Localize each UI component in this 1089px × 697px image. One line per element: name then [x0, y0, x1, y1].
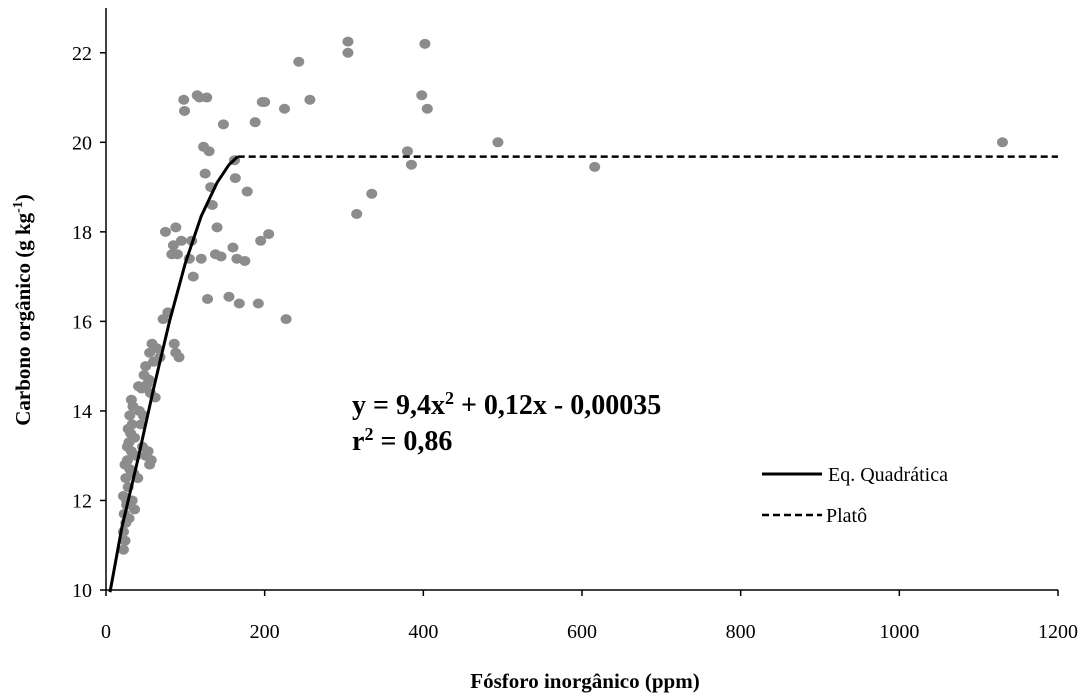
data-point: [421, 103, 433, 114]
data-point: [140, 361, 152, 372]
data-point: [123, 513, 135, 524]
data-point: [160, 226, 171, 237]
data-point: [201, 92, 213, 103]
x-axis-title: Fósforo inorgânico (ppm): [470, 669, 699, 693]
legend: Eq. Quadrática Platô: [762, 464, 948, 527]
data-point: [175, 235, 187, 246]
x-tick-label: 200: [250, 621, 280, 643]
y-tick-label: 22: [72, 43, 92, 65]
y-tick-label: 20: [72, 132, 92, 154]
data-point: [151, 343, 163, 354]
x-tick-label: 1200: [1038, 621, 1078, 643]
r-squared-line: r2 = 0,86: [352, 424, 452, 457]
data-point: [203, 146, 215, 157]
data-point: [199, 168, 211, 179]
data-point: [233, 298, 245, 309]
y-tick-label: 12: [72, 490, 92, 512]
data-point: [211, 222, 223, 233]
data-point: [589, 161, 601, 172]
data-point: [179, 105, 191, 116]
data-point: [405, 159, 417, 170]
data-point: [304, 94, 316, 105]
x-axis-ticks: 0 200 400 600 800 1000 1200: [101, 590, 1078, 643]
y-tick-label: 16: [72, 311, 92, 333]
data-point: [401, 146, 413, 157]
data-point: [129, 504, 141, 515]
data-point: [119, 459, 131, 470]
y-axis-ticks: 10 12 14 16 18 20 22: [72, 43, 106, 602]
data-point: [416, 90, 428, 101]
data-point: [255, 235, 267, 246]
x-tick-label: 600: [567, 621, 597, 643]
data-point: [419, 38, 431, 49]
data-point: [263, 229, 275, 240]
data-point: [217, 119, 229, 130]
data-point: [121, 441, 133, 452]
data-point: [280, 314, 292, 325]
data-point: [252, 298, 264, 309]
data-point: [125, 394, 137, 405]
equation-line: y = 9,4x2 + 0,12x - 0,00035: [352, 388, 661, 421]
data-point: [279, 103, 290, 114]
y-tick-label: 14: [72, 401, 92, 423]
data-point: [366, 188, 378, 199]
x-tick-label: 0: [101, 621, 111, 643]
data-point: [293, 56, 305, 67]
y-tick-label: 18: [72, 222, 92, 244]
data-point: [140, 450, 152, 461]
data-point: [119, 535, 131, 546]
plot-area: [105, 8, 1058, 593]
data-point: [129, 432, 141, 443]
data-point: [996, 137, 1008, 148]
data-point: [117, 544, 129, 555]
x-tick-label: 1000: [879, 621, 919, 643]
data-point: [124, 410, 136, 421]
data-point: [227, 242, 239, 253]
data-point: [241, 186, 253, 197]
x-tick-label: 400: [408, 621, 438, 643]
y-tick-label: 10: [72, 580, 92, 602]
data-point: [223, 291, 235, 302]
data-point: [229, 173, 241, 184]
x-tick-label: 800: [726, 621, 756, 643]
data-point: [202, 294, 214, 304]
legend-label-plateau: Platô: [826, 505, 867, 527]
data-point: [342, 47, 354, 58]
data-point: [351, 208, 363, 219]
data-point: [133, 381, 145, 392]
data-point: [170, 222, 182, 233]
data-point: [122, 423, 134, 434]
data-point: [167, 240, 179, 251]
data-point: [178, 94, 190, 105]
y-axis-title: Carbono orgânico (g kg-1): [11, 194, 35, 426]
data-point: [249, 117, 261, 128]
data-point: [342, 36, 354, 47]
data-point: [170, 347, 182, 358]
data-point: [171, 249, 183, 260]
data-point: [239, 255, 251, 266]
data-point: [259, 97, 271, 108]
data-point: [206, 199, 218, 210]
data-point: [195, 253, 207, 264]
legend-label-quadratic: Eq. Quadrática: [828, 464, 948, 486]
data-point: [492, 137, 504, 148]
data-point: [120, 473, 132, 484]
quadratic-curve: [108, 155, 239, 593]
data-point: [215, 251, 227, 262]
data-point: [187, 271, 199, 282]
data-point: [143, 374, 155, 385]
data-point: [168, 338, 180, 349]
